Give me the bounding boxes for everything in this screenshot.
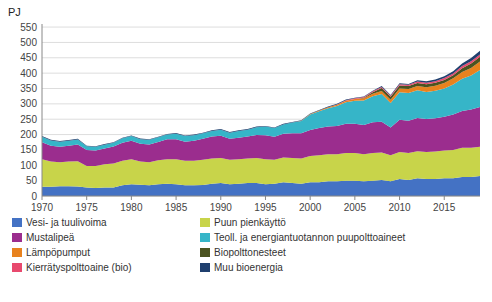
grid xyxy=(42,27,480,196)
legend-label: Biopolttonesteet xyxy=(214,247,286,258)
x-tick-label: 1990 xyxy=(210,202,233,213)
x-tick xyxy=(220,196,221,200)
y-tick-label: 0 xyxy=(31,191,37,202)
legend-label: Lämpöpumput xyxy=(26,247,90,258)
x-tick xyxy=(42,196,43,200)
grid-line xyxy=(42,57,480,58)
x-tick xyxy=(354,196,355,200)
legend-label: Vesi- ja tuulivoima xyxy=(26,217,107,228)
x-axis-line xyxy=(42,196,480,197)
area xyxy=(42,57,480,147)
legend-swatch xyxy=(12,263,22,272)
y-tick-label: 400 xyxy=(20,68,37,79)
y-axis-line xyxy=(42,24,43,196)
y-tick-label: 450 xyxy=(20,52,37,63)
grid-line xyxy=(42,27,480,28)
y-tick-label: 150 xyxy=(20,144,37,155)
x-tick-label: 2000 xyxy=(299,202,322,213)
y-tick-label: 200 xyxy=(20,129,37,140)
y-tick-label: 550 xyxy=(20,22,37,33)
legend-label: Puun pienkäyttö xyxy=(214,217,286,228)
grid-line xyxy=(42,196,480,197)
x-ticks: 1970 1975 1980 1985 1990 1995 2000 2005 2010 2015 xyxy=(31,196,456,213)
legend-label: Teoll. ja energiantuotannon puupolttoain… xyxy=(214,232,405,243)
x-tick xyxy=(86,196,87,200)
legend: Vesi- ja tuulivoima Puun pienkäyttö Mustal… xyxy=(12,217,405,273)
legend-swatch xyxy=(12,218,22,227)
x-tick xyxy=(176,196,177,200)
chart: 0501001502002503003504004505005501970197… xyxy=(0,0,492,302)
x-tick-label: 1970 xyxy=(31,202,54,213)
grid-line xyxy=(42,42,480,43)
area xyxy=(42,54,480,146)
areas xyxy=(42,51,480,196)
x-tick xyxy=(131,196,132,200)
x-tick xyxy=(444,196,445,200)
legend-label: Muu bioenergia xyxy=(214,262,283,273)
y-axis-label: PJ xyxy=(8,6,21,18)
x-tick-label: 1985 xyxy=(165,202,188,213)
legend-swatch xyxy=(200,263,210,272)
y-tick-label: 250 xyxy=(20,114,37,125)
area xyxy=(42,61,480,146)
x-tick-label: 1980 xyxy=(120,202,143,213)
y-ticks: 0 50 100 150 200 250 300 350 400 450 500 550 xyxy=(20,22,37,202)
legend-label: Mustalipeä xyxy=(26,232,75,243)
legend-swatch xyxy=(200,248,210,257)
x-tick-label: 2010 xyxy=(388,202,411,213)
grid-line xyxy=(42,73,480,74)
legend-swatch xyxy=(200,218,210,227)
x-tick xyxy=(265,196,266,200)
y-tick-label: 300 xyxy=(20,98,37,109)
x-tick xyxy=(399,196,400,200)
x-tick xyxy=(310,196,311,200)
y-tick-label: 350 xyxy=(20,83,37,94)
x-tick-label: 2005 xyxy=(344,202,367,213)
area xyxy=(42,51,480,147)
legend-label: Kierrätyspolttoaine (bio) xyxy=(26,262,132,273)
legend-swatch xyxy=(12,233,22,242)
y-tick-label: 50 xyxy=(26,175,38,186)
x-tick-label: 1975 xyxy=(76,202,99,213)
x-tick-label: 2015 xyxy=(433,202,456,213)
y-tick-label: 500 xyxy=(20,37,37,48)
legend-swatch xyxy=(200,233,210,242)
y-tick-label: 100 xyxy=(20,160,37,171)
legend-swatch xyxy=(12,248,22,257)
x-tick-label: 1995 xyxy=(254,202,277,213)
